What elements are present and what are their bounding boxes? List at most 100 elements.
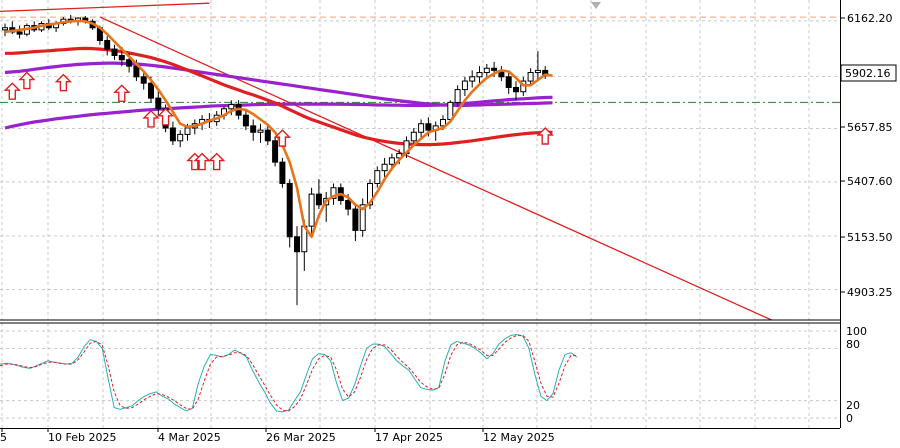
oscillator-tick-label: 100 — [846, 325, 867, 338]
candle-body — [118, 54, 125, 61]
candle-body — [359, 204, 366, 231]
candle-body — [133, 65, 140, 78]
up-arrow-icon — [156, 107, 175, 126]
candle-body — [367, 182, 373, 206]
candlestick — [140, 70, 147, 90]
candle-body — [534, 69, 541, 74]
stochastic-signal-line — [0, 334, 577, 412]
price-tick-label: 6162.20 — [847, 12, 893, 25]
candle-body — [264, 129, 271, 142]
trendline — [99, 16, 772, 320]
candle-body — [527, 72, 534, 82]
oscillator-tick-label: 0 — [846, 412, 853, 425]
main-panel-grid — [0, 0, 840, 320]
time-tick-label: 12 May 2025 — [483, 431, 555, 444]
candlestick — [534, 51, 541, 79]
candle-body — [148, 82, 154, 99]
candlesticks — [2, 14, 553, 306]
candle-body — [308, 193, 315, 227]
candle-body — [513, 86, 519, 93]
candle-body — [126, 59, 133, 67]
up-arrow-icon — [3, 82, 21, 100]
oscillator-axis: 100 80 20 0 — [846, 325, 867, 425]
candlestick — [454, 85, 461, 107]
shift-marker-icon[interactable] — [591, 2, 601, 9]
candle-body — [155, 97, 162, 110]
oscillator-panel-grid — [0, 323, 840, 428]
up-arrow-icon — [113, 84, 131, 103]
candle-body — [140, 76, 147, 84]
candlestick — [104, 36, 111, 56]
trendline — [0, 2, 210, 13]
candle-body — [381, 163, 388, 172]
price-tick-label: 5153.50 — [847, 231, 893, 244]
candle-body — [177, 133, 184, 142]
time-tick-label: 10 Feb 2025 — [48, 431, 116, 444]
time-tick-label: 17 Apr 2025 — [375, 431, 443, 444]
candle-body — [491, 67, 498, 71]
up-arrow-icon — [193, 152, 211, 171]
candlestick — [330, 183, 337, 205]
stochastic-lines — [0, 333, 578, 413]
candle-body — [257, 129, 264, 133]
candlestick — [461, 76, 468, 96]
candlestick — [257, 123, 264, 143]
candlestick — [352, 204, 359, 242]
candlestick — [16, 25, 23, 39]
candle-body — [16, 31, 23, 35]
candle-body — [469, 76, 476, 82]
candle-body — [440, 118, 446, 127]
candle-body — [228, 104, 235, 110]
candle-body — [104, 40, 111, 50]
candlestick — [2, 23, 8, 37]
candle-body — [352, 208, 359, 231]
time-axis: 5 10 Feb 2025 4 Mar 2025 26 Mar 2025 17 … — [0, 428, 555, 444]
price-axis: 6162.20 5657.85 5407.60 5153.50 4903.25 — [840, 12, 893, 299]
up-arrow-icon — [54, 73, 73, 92]
candlestick — [286, 179, 293, 248]
candle-body — [286, 182, 293, 238]
candle-body — [294, 236, 300, 253]
candle-body — [330, 187, 337, 199]
candle-body — [242, 114, 249, 127]
moving-average-line — [5, 46, 553, 147]
candle-body — [315, 193, 322, 206]
candle-body — [111, 48, 118, 56]
candlestick — [359, 198, 366, 237]
candlestick — [264, 125, 271, 146]
up-arrow-icon — [273, 129, 292, 147]
candlestick — [228, 100, 235, 116]
candlestick — [476, 66, 483, 84]
candle-body — [279, 161, 286, 184]
candlestick — [250, 119, 257, 141]
candlestick — [513, 81, 519, 101]
candle-body — [476, 72, 483, 78]
time-tick-label: 4 Mar 2025 — [158, 431, 221, 444]
candlestick — [410, 128, 417, 146]
candle-body — [184, 127, 191, 135]
candlestick — [155, 91, 162, 116]
candle-body — [418, 123, 425, 133]
candlestick — [418, 119, 425, 139]
candlestick — [381, 157, 388, 178]
candle-body — [483, 67, 490, 74]
candlestick — [505, 72, 512, 94]
current-price-label: 5902.16 — [845, 67, 891, 80]
oscillator-tick-label: 80 — [846, 338, 860, 351]
candlestick — [177, 130, 184, 148]
candle-body — [345, 200, 352, 210]
up-arrow-icon — [142, 109, 160, 128]
candlestick — [315, 179, 322, 210]
candle-body — [272, 140, 279, 163]
candlestick — [294, 226, 300, 306]
price-tick-label: 5657.85 — [847, 121, 893, 134]
oscillator-tick-label: 20 — [846, 399, 860, 412]
candlestick — [308, 187, 315, 237]
candlestick — [272, 136, 279, 167]
candle-body — [388, 157, 395, 165]
candle-body — [2, 27, 8, 31]
trendlines — [0, 2, 772, 320]
candlestick — [527, 68, 534, 86]
